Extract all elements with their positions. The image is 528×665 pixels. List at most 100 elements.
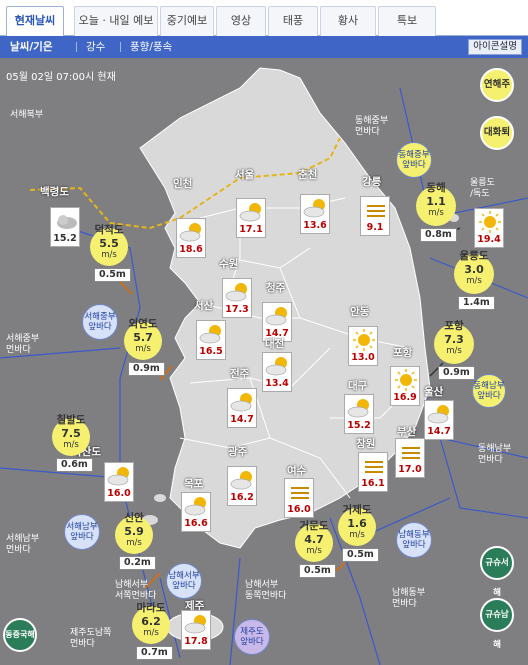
wind-buoy[interactable]: 신안 5.9 m/s (115, 512, 153, 554)
city-weather-card[interactable]: 16.0 (284, 478, 314, 518)
city-weather-card[interactable]: 13.0 (348, 326, 378, 366)
haze-icon (367, 205, 385, 217)
city-weather-card[interactable]: 14.7 (424, 400, 454, 440)
subtab-wind[interactable]: 풍향/풍속 (130, 41, 173, 53)
tsushima-button[interactable]: 대화퇴 (480, 116, 514, 150)
wave-height: 1.4m (458, 296, 495, 310)
coastal-zone-circle[interactable]: 서해중부 앞바다 (82, 304, 118, 340)
tide-button[interactable]: 연해주 (480, 68, 514, 102)
city-weather-card[interactable]: 9.1 (360, 196, 390, 236)
wind-buoy[interactable]: 울릉도 3.0 m/s (454, 250, 494, 294)
coastal-zone-circle[interactable]: 동해중부 앞바다 (396, 142, 432, 178)
tab-forecast[interactable]: 오늘 · 내일 예보 (74, 6, 158, 36)
coastal-zone-circle[interactable]: 동해남부 앞바다 (472, 374, 506, 408)
cloud-icon (57, 215, 77, 229)
haze-icon (291, 487, 309, 499)
city-weather-card[interactable]: 16.9 (390, 366, 420, 406)
city-weather-card[interactable]: 15.2 (50, 207, 80, 247)
city-weather-card[interactable]: 16.6 (181, 492, 211, 532)
tab-warning[interactable]: 특보 (378, 6, 436, 36)
coastal-zone-circle[interactable]: 서해남부 앞바다 (64, 514, 100, 550)
wind-buoy[interactable]: 칠발도 7.5 m/s (52, 414, 90, 456)
city-weather-card[interactable]: 19.4 (474, 208, 504, 248)
city-weather-card[interactable]: 17.1 (236, 198, 266, 238)
city-weather-card[interactable]: 14.7 (227, 388, 257, 428)
wind-unit: m/s (466, 276, 482, 286)
temperature: 15.2 (53, 233, 77, 244)
wind-unit: m/s (306, 546, 322, 556)
wind-buoy[interactable]: 포항 7.3 m/s (434, 320, 474, 364)
wind-speed: 7.5 (61, 427, 81, 440)
temperature: 16.9 (393, 392, 417, 403)
city-label: 창원 (356, 438, 376, 450)
sea-label: 서해북부 (10, 110, 44, 120)
partly-cloudy-icon (230, 393, 252, 412)
buoy-name: 외연도 (128, 318, 158, 330)
sea-label: 남해서부 동쪽먼바다 (245, 580, 287, 601)
wind-unit: m/s (349, 530, 365, 540)
buoy-name: 포항 (444, 320, 464, 332)
city-weather-card[interactable]: 16.1 (358, 452, 388, 492)
coastal-zone-circle[interactable]: 남해동부 앞바다 (396, 522, 432, 558)
divider (76, 42, 77, 52)
wind-buoy[interactable]: 외연도 5.7 m/s (124, 318, 162, 360)
east-china-sea-button[interactable]: 동중국해 (3, 618, 37, 652)
city-weather-card[interactable]: 14.7 (262, 302, 292, 342)
city-label: 청주 (266, 282, 286, 294)
buoy-name: 동해 (426, 182, 446, 194)
tab-dust[interactable]: 황사 (320, 6, 376, 36)
city-weather-card[interactable]: 16.5 (196, 320, 226, 360)
city-weather-card[interactable]: 15.2 (344, 394, 374, 434)
city-weather-card[interactable]: 16.0 (104, 462, 134, 502)
city-weather-card[interactable]: 13.6 (300, 194, 330, 234)
main-tabs: 현재날씨 오늘 · 내일 예보 중기예보 영상 태풍 황사 특보 (0, 0, 528, 37)
city-label: 춘천 (298, 169, 318, 181)
wind-buoy[interactable]: 거제도 1.6 m/s (338, 504, 376, 546)
city-weather-card[interactable]: 17.3 (222, 278, 252, 318)
tab-current[interactable]: 현재날씨 (6, 6, 64, 37)
wave-height: 0.9m (128, 362, 165, 376)
temperature: 15.2 (347, 420, 371, 431)
temperature: 16.0 (287, 504, 311, 515)
partly-cloudy-icon (184, 615, 206, 634)
tab-midterm[interactable]: 중기예보 (160, 6, 214, 36)
city-label: 서산 (194, 300, 214, 312)
wind-speed: 1.6 (347, 517, 367, 530)
wind-speed: 3.0 (464, 263, 484, 276)
tab-typhoon[interactable]: 태풍 (268, 6, 318, 36)
city-weather-card[interactable]: 17.8 (181, 610, 211, 650)
coastal-zone-circle[interactable]: 남해서부 앞바다 (166, 563, 202, 599)
city-label: 안동 (350, 306, 370, 318)
wave-height: 0.2m (119, 556, 156, 570)
subtab-rain[interactable]: 강수 (86, 41, 106, 53)
temperature: 16.2 (230, 492, 254, 503)
tab-video[interactable]: 영상 (216, 6, 266, 36)
wave-height: 0.6m (56, 458, 93, 472)
wind-speed: 1.1 (426, 195, 446, 208)
wind-speed: 6.2 (141, 615, 161, 628)
icon-explain-button[interactable]: 아이콘설명 (468, 39, 522, 55)
city-weather-card[interactable]: 16.2 (227, 466, 257, 506)
city-weather-card[interactable]: 13.4 (262, 352, 292, 392)
buoy-name: 칠발도 (56, 414, 86, 426)
wind-speed: 5.7 (133, 331, 153, 344)
city-label: 강릉 (362, 176, 382, 188)
wind-buoy[interactable]: 마라도 6.2 m/s (132, 602, 170, 644)
temperature: 17.0 (398, 464, 422, 475)
kyushu-south-button[interactable]: 규슈남해 (480, 598, 514, 650)
sun-icon (353, 329, 375, 351)
sea-label: 서해중부 먼바다 (6, 334, 40, 355)
coastal-zone-circle[interactable]: 제주도 앞바다 (234, 619, 270, 655)
subtab-weather[interactable]: 날씨/기온 (10, 41, 53, 53)
partly-cloudy-icon (265, 307, 287, 326)
wind-buoy[interactable]: 덕적도 5.5 m/s (90, 224, 128, 266)
wind-buoy[interactable]: 동해 1.1 m/s (416, 182, 456, 226)
partly-cloudy-icon (184, 497, 206, 516)
kyushu-west-button[interactable]: 규슈서해 (480, 546, 514, 598)
city-weather-card[interactable]: 17.0 (395, 438, 425, 478)
haze-icon (365, 461, 383, 473)
city-label: 제주 (185, 600, 205, 612)
wind-buoy[interactable]: 거문도 4.7 m/s (295, 520, 333, 562)
city-weather-card[interactable]: 18.6 (176, 218, 206, 258)
